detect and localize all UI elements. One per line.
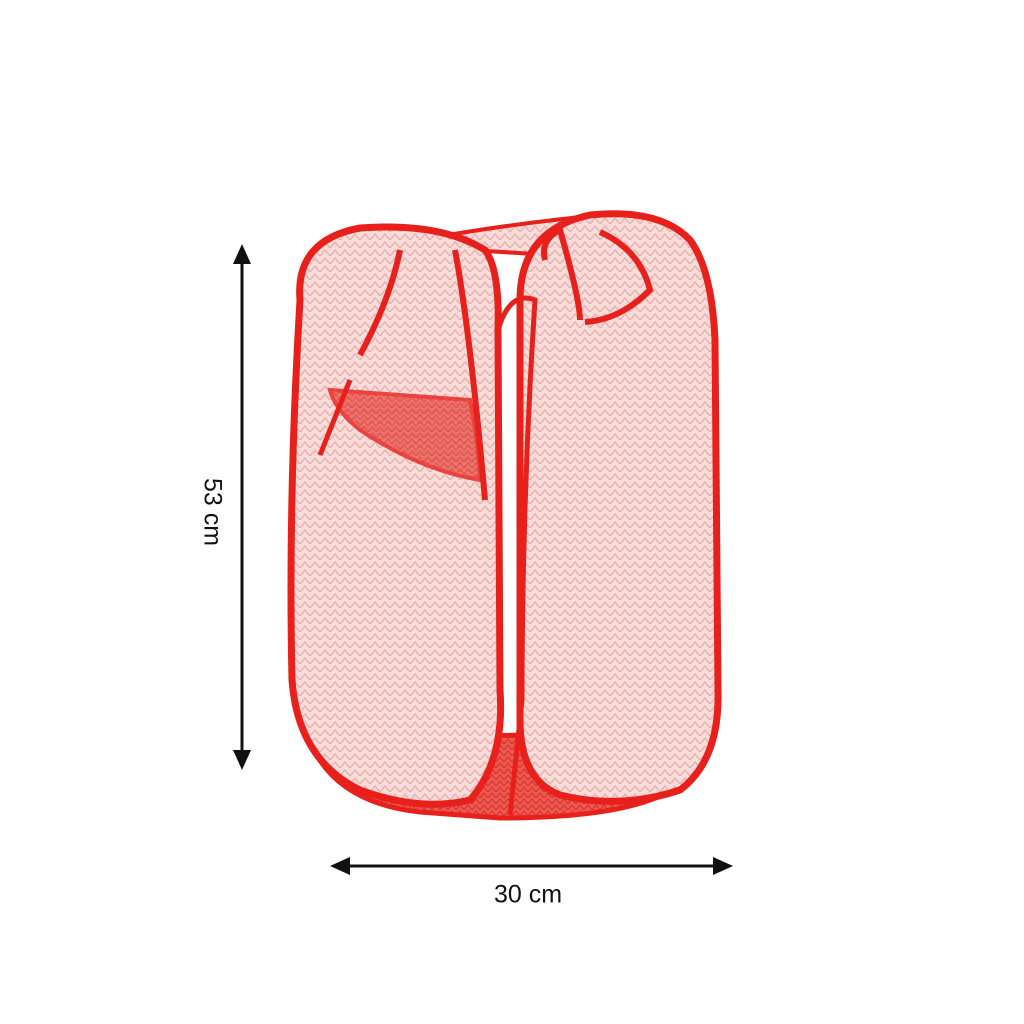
right-handle bbox=[541, 225, 654, 325]
laundry-hamper bbox=[287, 210, 722, 821]
width-arrow bbox=[330, 857, 733, 875]
height-arrow bbox=[233, 244, 251, 770]
hamper-left-panel bbox=[287, 223, 505, 808]
side-pocket bbox=[327, 387, 483, 483]
left-handle bbox=[357, 249, 488, 501]
height-dimension-label: 53 cm bbox=[198, 477, 227, 547]
hamper-seam bbox=[495, 295, 538, 816]
hamper-right-panel bbox=[516, 210, 722, 805]
pocket-tie bbox=[317, 379, 353, 456]
width-dimension-label: 30 cm bbox=[493, 880, 563, 909]
